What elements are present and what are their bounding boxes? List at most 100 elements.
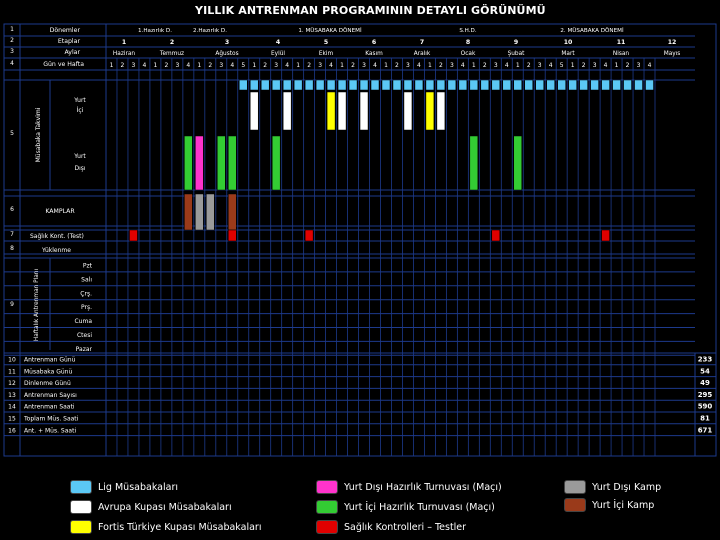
day-label: Çrş. (80, 290, 92, 297)
summary-total: 81 (700, 415, 710, 423)
month-label: Mayıs (664, 51, 681, 57)
lig-mark (524, 79, 533, 91)
stage-label: 8 (466, 39, 470, 46)
label-yurt-ici: Yurt (73, 97, 86, 104)
week-label: 4 (461, 62, 465, 69)
yurtici-hazirlik-mark (228, 135, 237, 191)
week-label: 2 (483, 62, 487, 69)
day-label: Pazar (76, 346, 93, 353)
stage-label: 7 (420, 39, 424, 46)
week-label: 3 (450, 62, 454, 69)
week-label: 4 (285, 62, 289, 69)
lig-mark (458, 79, 468, 91)
lig-mark (568, 79, 577, 91)
week-label: 4 (143, 62, 147, 69)
avrupa-mark (436, 91, 446, 131)
summary-label: Müsabaka Günü (24, 368, 72, 375)
lig-mark (359, 79, 369, 91)
label-yuklenme: Yüklenme (41, 247, 71, 254)
month-label: Eylül (271, 51, 285, 57)
lig-mark (601, 79, 610, 91)
week-label: 2 (121, 62, 125, 69)
row-number: 13 (8, 392, 16, 399)
month-label: Mart (561, 51, 575, 57)
yurtici-kamp-mark (228, 193, 237, 231)
avrupa-mark (249, 91, 259, 131)
week-label: 5 (560, 62, 564, 69)
week-label: 2 (351, 62, 355, 69)
yurtici-kamp-mark (184, 193, 193, 231)
lig-mark (425, 79, 435, 91)
week-label: 1 (571, 62, 575, 69)
lig-mark (634, 79, 643, 91)
row-number: 16 (8, 427, 16, 434)
week-label: 2 (307, 62, 311, 69)
week-label: 5 (241, 62, 245, 69)
week-label: 3 (132, 62, 136, 69)
lig-mark (612, 79, 621, 91)
summary-total: 590 (698, 403, 713, 411)
summary-label: Antrenman Saati (24, 404, 75, 411)
avrupa-mark (282, 91, 292, 131)
lig-mark (480, 79, 490, 91)
week-label: 4 (648, 62, 652, 69)
page-title: YILLIK ANTRENMAN PROGRAMININ DETAYLI GÖR… (195, 4, 546, 17)
label-etaplar: Etaplar (58, 38, 81, 45)
period-label: 1. MÜSABAKA DÖNEMİ (298, 27, 362, 34)
yurtici-hazirlik-mark (513, 135, 522, 191)
week-label: 2 (527, 62, 531, 69)
lig-mark (447, 79, 457, 91)
week-label: 1 (197, 62, 201, 69)
row-number: 2 (10, 37, 14, 44)
week-label: 1 (615, 62, 619, 69)
lig-mark (546, 79, 555, 91)
summary-total: 671 (698, 426, 713, 434)
week-label: 4 (549, 62, 553, 69)
row-number: 7 (10, 231, 14, 238)
week-label: 2 (164, 62, 168, 69)
stage-label: 3 (225, 39, 229, 46)
week-label: 3 (362, 62, 366, 69)
week-label: 4 (186, 62, 190, 69)
saglik-mark (304, 229, 314, 242)
label-yurt-disi: Dışı (74, 165, 85, 172)
stage-label: 6 (372, 39, 376, 46)
avrupa-mark (359, 91, 369, 131)
lig-mark (304, 79, 314, 91)
day-label: Prş. (81, 304, 92, 311)
lig-mark (271, 79, 281, 91)
stage-label: 2 (170, 39, 174, 46)
week-label: 3 (538, 62, 542, 69)
lig-mark (623, 79, 632, 91)
lig-mark (370, 79, 380, 91)
row-number: 9 (10, 301, 14, 308)
week-label: 3 (318, 62, 322, 69)
week-label: 3 (175, 62, 179, 69)
row-number: 4 (10, 60, 14, 67)
lig-mark (348, 79, 358, 91)
week-label: 1 (296, 62, 300, 69)
week-label: 1 (516, 62, 520, 69)
lig-mark (579, 79, 588, 91)
month-label: Ocak (461, 51, 476, 57)
avrupa-mark (403, 91, 413, 131)
avrupa-mark (337, 91, 347, 131)
month-label: Haziran (113, 51, 136, 57)
lig-mark (414, 79, 424, 91)
stage-label: 10 (564, 39, 573, 46)
saglik-mark (491, 229, 501, 242)
week-label: 1 (153, 62, 157, 69)
week-label: 4 (373, 62, 377, 69)
day-label: Salı (81, 276, 92, 283)
week-label: 2 (208, 62, 212, 69)
period-label: S.H.D. (459, 28, 477, 34)
yurtdisi-kamp-mark (195, 193, 204, 231)
label-aylar: Aylar (64, 49, 80, 56)
week-label: 2 (395, 62, 399, 69)
week-label: 1 (252, 62, 256, 69)
lig-mark (403, 79, 413, 91)
lig-mark (239, 79, 248, 91)
week-label: 4 (604, 62, 608, 69)
summary-total: 233 (698, 356, 713, 364)
